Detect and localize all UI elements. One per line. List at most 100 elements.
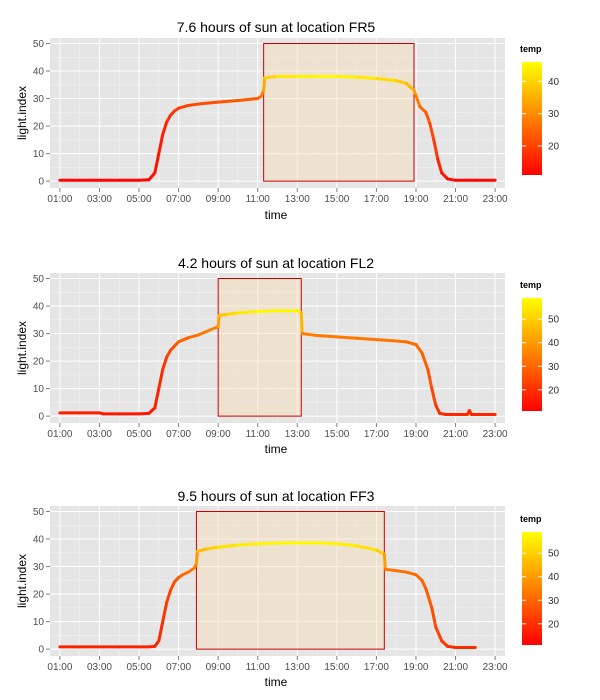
series-segment [147,171,157,182]
x-tick-label: 01:00 [47,429,72,440]
x-tick-label: 03:00 [87,662,112,673]
legend-title: temp [520,44,542,54]
series-segment [216,543,240,549]
series-segment [300,332,319,337]
series-segment [424,587,434,610]
series-segment [177,103,190,110]
color-legend: temp 20 30 40 50 [520,514,560,645]
x-axis-label: time [265,675,288,689]
x-tick-label: 15:00 [324,429,349,440]
x-tick-label: 11:00 [246,194,271,205]
series-segment [335,335,359,340]
series-segment [161,355,169,371]
chart-panel: 9.5 hours of sun at location FF3 01:00 03… [15,488,560,689]
series-segment [236,310,260,315]
series-segment [374,76,398,83]
legend-gradient [522,298,542,411]
series-segment [315,541,339,546]
legend-colorbar: 20 30 40 [522,62,560,175]
series-segment [206,545,220,551]
legend-tick-label: 50 [548,549,560,560]
series-segment [157,367,165,391]
x-tick-label: 09:00 [206,662,231,673]
series-segment [335,542,359,548]
series-segment [404,340,418,347]
series-segment [236,542,260,547]
series-segment [186,333,200,340]
series-segment [194,549,199,566]
sun-period-rect [195,511,385,650]
series-segment [256,309,279,314]
y-axis-label: light.index [15,554,29,608]
series-segment [165,588,173,604]
y-tick-label: 40 [33,302,45,313]
x-tick-label: 07:00 [166,194,191,205]
series-segment [137,178,151,182]
series-segment [404,81,416,92]
series-segment [382,552,387,571]
series-segment [355,336,378,342]
series-segment [394,569,408,574]
y-axis-label: light.index [15,321,29,375]
legend-tick-label: 20 [548,141,560,152]
legend-tick-label: 30 [548,596,560,607]
x-tick-label: 13:00 [285,662,310,673]
x-tick-label: 17:00 [364,429,389,440]
y-tick-label: 0 [38,645,44,656]
color-legend: temp 20 30 40 [520,44,560,175]
x-tick-label: 07:00 [166,662,191,673]
series-segment [216,314,221,329]
y-tick-label: 10 [33,149,45,160]
legend-tick-label: 40 [548,77,560,88]
x-axis-label: time [265,442,288,456]
series-segment [428,121,436,142]
x-tick-label: 21:00 [443,429,468,440]
x-tick-label: 17:00 [364,194,389,205]
series-segment [436,157,444,175]
chart-title: 9.5 hours of sun at location FF3 [178,488,375,504]
y-tick-label: 40 [33,535,45,546]
y-tick-label: 0 [38,412,44,423]
y-tick-label: 30 [33,94,45,105]
series-segment [216,98,240,104]
legend-tick-label: 50 [548,315,560,326]
x-tick-label: 13:00 [285,429,310,440]
series-segment [236,97,260,102]
y-tick-label: 10 [33,384,45,395]
y-axis-label: light.index [15,86,29,140]
x-axis-label: time [265,208,288,222]
x-tick-label: 13:00 [285,194,310,205]
series-segment [226,311,240,316]
series-segment [153,152,161,175]
sun-period-rect [217,278,302,417]
y-tick-label: 40 [33,67,45,78]
color-legend: temp 20 30 40 50 [520,280,560,411]
x-tick-label: 19:00 [403,429,428,440]
sun-period-rect [263,43,415,182]
series-segment [420,578,428,591]
y-tick-label: 20 [33,590,45,601]
x-tick-label: 05:00 [127,662,152,673]
x-tick-label: 23:00 [483,429,508,440]
x-tick-label: 19:00 [403,662,428,673]
x-tick-label: 09:00 [206,429,231,440]
plot-area: 01:00 03:00 05:00 07:00 09:00 11:00 13:00 15:00… [33,273,508,440]
series-segment [263,75,279,80]
series-segment [315,333,339,339]
x-tick-label: 17:00 [364,662,389,673]
x-tick-label: 23:00 [483,194,508,205]
legend-tick-label: 20 [548,385,560,396]
x-tick-label: 21:00 [443,662,468,673]
series-segment [262,76,267,92]
series-segment [394,79,408,85]
chart-title: 4.2 hours of sun at location FL2 [178,255,374,271]
x-tick-label: 05:00 [127,429,152,440]
series-segment [153,387,161,410]
x-tick-label: 09:00 [206,194,231,205]
legend-tick-label: 30 [548,109,560,120]
x-tick-label: 01:00 [47,194,72,205]
series-segment [374,338,398,343]
series-segment [169,580,177,592]
series-segment [256,541,279,546]
series-segment [299,311,304,336]
